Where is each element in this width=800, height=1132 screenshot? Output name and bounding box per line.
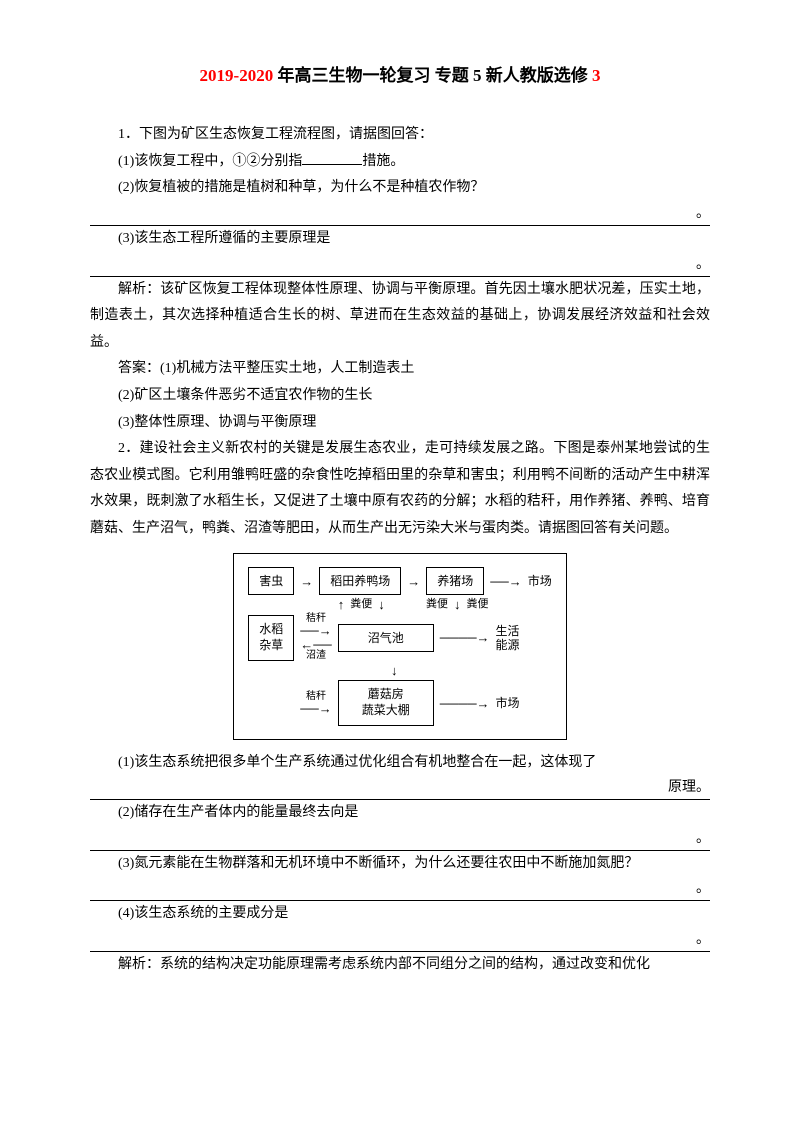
diagram-row: ↑ 粪便 ↓ 粪便 ↓ 粪便 <box>248 598 551 611</box>
q1-sub2: (2)恢复植被的措施是植树和种草，为什么不是种植农作物？ <box>90 175 710 202</box>
q1-ans2: (2)矿区土壤条件恶劣不适宜农作物的生长 <box>90 383 710 410</box>
node-biogas: 沼气池 <box>338 624 434 653</box>
arrow-icon: → <box>407 575 420 588</box>
q1-ans3: (3)整体性原理、协调与平衡原理 <box>90 410 710 437</box>
node-energy: 生活能源 <box>496 624 520 653</box>
node-market: 市场 <box>496 692 520 715</box>
arrow-group: 秸秆──→ ←──沼渣 <box>300 614 331 661</box>
arrow-icon: ──→ <box>300 624 331 637</box>
node-market: 市场 <box>528 570 552 593</box>
answer-line: 。 <box>90 877 710 901</box>
q1-analysis: 解析：该矿区恢复工程体现整体性原理、协调与平衡原理。首先因土壤水肥状况差，压实土… <box>90 277 710 357</box>
q1-sub3: (3)该生态工程所遵循的主要原理是 <box>90 226 710 253</box>
node-pest: 害虫 <box>248 567 294 596</box>
arrow-icon: → <box>300 575 313 588</box>
q2-diagram-wrap: 害虫 → 稻田养鸭场 → 养猪场 ──→ 市场 ↑ 粪便 ↓ 粪便 <box>90 553 710 740</box>
vert-arrows: 粪便 ↓ 粪便 <box>428 598 486 611</box>
arrow-icon: ────→ <box>440 697 490 710</box>
q2-flowchart: 害虫 → 稻田养鸭场 → 养猪场 ──→ 市场 ↑ 粪便 ↓ 粪便 <box>233 553 566 740</box>
blank-fill <box>302 150 362 165</box>
q2-sub4: (4)该生态系统的主要成分是 <box>90 901 710 928</box>
title-red-1: 2019-2020 <box>200 66 274 85</box>
q2-sub3: (3)氮元素能在生物群落和无机环境中不断循环，为什么还要往农田中不断施加氮肥？ <box>90 851 710 878</box>
page-title: 2019-2020 年高三生物一轮复习 专题 5 新人教版选修 3 <box>90 60 710 92</box>
answer-label: 答案： <box>118 361 160 376</box>
vert-arrows: ↑ 粪便 ↓ <box>320 598 402 611</box>
vert-arrows: ↓ <box>346 664 442 677</box>
q1-sub1: (1)该恢复工程中，①②分别指 措施。 <box>90 149 710 176</box>
answer-line: 。 <box>90 253 710 277</box>
q2-sub2: (2)储存在生产者体内的能量最终去向是 <box>90 800 710 827</box>
arrow-group: 秸秆──→ <box>300 692 331 715</box>
arrow-icon: ──→ <box>490 575 521 588</box>
q1-sub1-before: (1)该恢复工程中，①②分别指 <box>118 154 302 169</box>
node-mushroom: 蘑菇房蔬菜大棚 <box>338 680 434 725</box>
arrow-icon: ────→ <box>440 631 490 644</box>
q2-analysis: 解析：系统的结构决定功能原理需考虑系统内部不同组分之间的结构，通过改变和优化 <box>90 952 710 979</box>
q1-sub1-after: 措施。 <box>362 154 404 169</box>
title-red-2: 3 <box>592 66 601 85</box>
answer-line: 原理。 <box>90 776 710 800</box>
diagram-row: 秸秆──→ 蘑菇房蔬菜大棚 ────→ 市场 <box>248 680 551 725</box>
answer-line: 。 <box>90 928 710 952</box>
q2-sub1: (1)该生态系统把很多单个生产系统通过优化组合有机地整合在一起，这体现了 <box>90 750 710 777</box>
arrow-icon: ↓ <box>378 598 385 611</box>
arrow-icon: ──→ <box>300 702 331 715</box>
node-duck-farm: 稻田养鸭场 <box>319 567 401 596</box>
node-rice-weed: 水稻杂草 <box>248 615 294 660</box>
arrow-icon: ↓ <box>454 598 461 611</box>
arrow-icon: ↓ <box>391 664 398 677</box>
answer-line: 。 <box>90 827 710 851</box>
diagram-row: 害虫 → 稻田养鸭场 → 养猪场 ──→ 市场 <box>248 567 551 596</box>
arrow-icon: ↑ <box>338 598 345 611</box>
q1-intro: 1．下图为矿区生态恢复工程流程图，请据图回答： <box>90 122 710 149</box>
title-black: 年高三生物一轮复习 专题 5 新人教版选修 <box>273 66 592 85</box>
q2-intro: 2．建设社会主义新农村的关键是发展生态农业，走可持续发展之路。下图是泰州某地尝试… <box>90 436 710 542</box>
diagram-row: 水稻杂草 秸秆──→ ←──沼渣 沼气池 ────→ 生活能源 <box>248 614 551 661</box>
q1-answer: 答案：(1)机械方法平整压实土地，人工制造表土 <box>90 356 710 383</box>
diagram-row: ↓ <box>248 664 551 677</box>
node-pig-farm: 养猪场 <box>426 567 484 596</box>
answer-line: 。 <box>90 202 710 226</box>
q1-ans1: (1)机械方法平整压实土地，人工制造表土 <box>160 361 414 376</box>
